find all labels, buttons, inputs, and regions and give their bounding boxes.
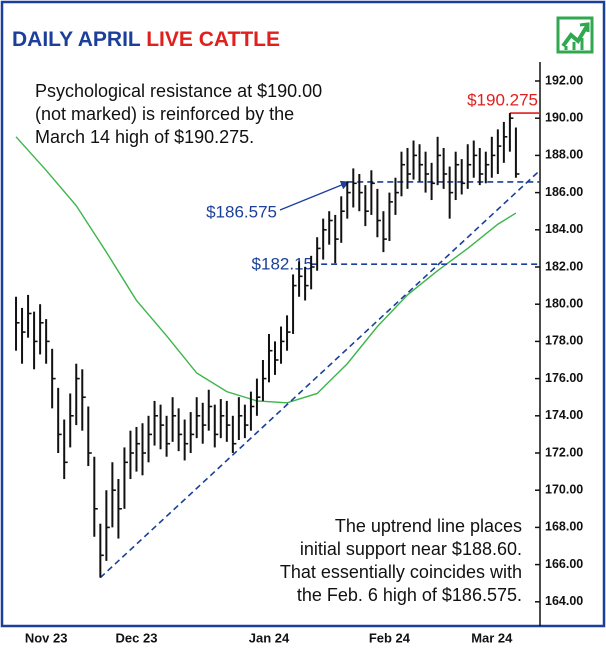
y-tick-label: 186.00 bbox=[545, 185, 583, 199]
y-tick-label: 164.00 bbox=[545, 594, 583, 608]
x-tick-label: Feb 24 bbox=[369, 630, 411, 645]
annotation: That essentially coincides with bbox=[280, 562, 522, 582]
annotation: Psychological resistance at $190.00 bbox=[35, 81, 322, 101]
y-tick-label: 190.00 bbox=[545, 110, 583, 124]
y-tick-label: 184.00 bbox=[545, 222, 583, 236]
title-part: DAILY APRIL bbox=[12, 28, 141, 51]
annotation: initial support near $188.60. bbox=[300, 539, 522, 559]
x-tick-label: Dec 23 bbox=[116, 630, 158, 645]
x-tick-label: Mar 24 bbox=[471, 630, 513, 645]
title-part: LIVE CATTLE bbox=[146, 28, 280, 51]
x-tick-label: Nov 23 bbox=[25, 630, 68, 645]
y-tick-label: 168.00 bbox=[545, 520, 583, 534]
y-tick-label: 172.00 bbox=[545, 445, 583, 459]
annotation: The uptrend line places bbox=[335, 516, 522, 536]
y-tick-label: 170.00 bbox=[545, 482, 583, 496]
y-tick-label: 180.00 bbox=[545, 296, 583, 310]
x-tick-label: Jan 24 bbox=[249, 630, 290, 645]
arrow bbox=[279, 180, 350, 211]
y-tick-label: 176.00 bbox=[545, 371, 583, 385]
icon bbox=[556, 16, 594, 54]
y-tick-label: 188.00 bbox=[545, 148, 583, 162]
frame bbox=[0, 0, 606, 628]
y-tick-label: 182.00 bbox=[545, 259, 583, 273]
level-label: $186.575 bbox=[206, 202, 277, 221]
annotation: the Feb. 6 high of $186.575. bbox=[297, 585, 522, 605]
annotation: March 14 high of $190.275. bbox=[35, 127, 254, 147]
annotation: (not marked) is reinforced by the bbox=[35, 104, 294, 124]
level-label: $190.275 bbox=[467, 90, 538, 109]
y-tick-label: 174.00 bbox=[545, 408, 583, 422]
y-tick-label: 178.00 bbox=[545, 334, 583, 348]
moving-average bbox=[15, 136, 517, 404]
level-label: $182.15 bbox=[252, 254, 313, 273]
y-tick-label: 166.00 bbox=[545, 557, 583, 571]
y-tick-label: 192.00 bbox=[545, 73, 583, 87]
chart-title: DAILY APRIL LIVE CATTLE bbox=[12, 28, 280, 51]
